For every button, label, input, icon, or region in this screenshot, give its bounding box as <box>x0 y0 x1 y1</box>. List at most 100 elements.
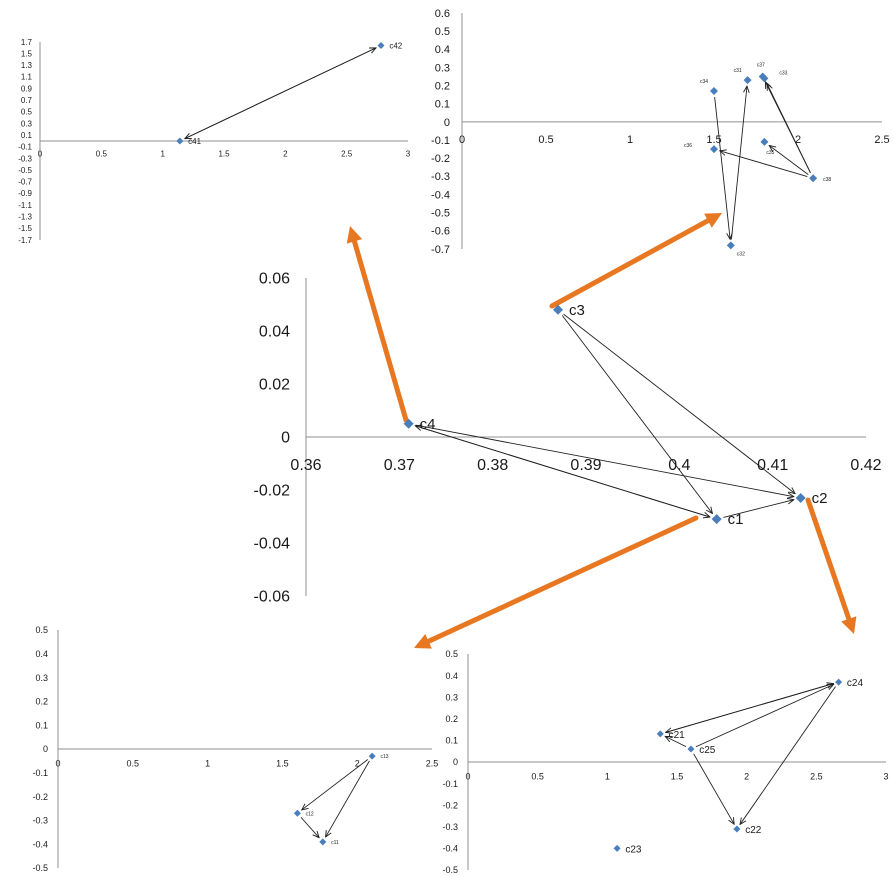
y-tick-label: -0.5 <box>442 865 458 875</box>
point-label-c34: c34 <box>700 79 708 85</box>
x-tick-label: 1 <box>160 149 165 158</box>
x-tick-label: 0.38 <box>477 457 508 474</box>
arrow-c24-to-c22 <box>740 686 836 825</box>
point-label-c37: c37 <box>757 63 765 69</box>
x-tick-label: 2 <box>744 771 749 781</box>
y-tick-label: 0.1 <box>445 736 458 746</box>
y-tick-label: 1.5 <box>21 49 33 58</box>
x-tick-label: 2 <box>795 134 801 146</box>
point-label-c2: c2 <box>812 490 828 507</box>
x-tick-label: 0 <box>465 771 470 781</box>
x-tick-label: 1.5 <box>671 771 684 781</box>
chart-main: 0.06 0.04 0.02 0 -0.02 -0.04 -0.06 0.36 0.37 0.38… <box>254 271 882 606</box>
point-c3 <box>553 304 563 315</box>
point-label-c23: c23 <box>625 844 642 855</box>
arrow-c25-to-c21 <box>665 736 687 748</box>
y-tick-label: -0.06 <box>254 589 291 606</box>
x-tick-label: 2.5 <box>341 149 353 158</box>
x-tick-label: 0 <box>459 134 465 146</box>
y-tick-label: 0.3 <box>445 692 458 702</box>
y-tick-label: 0.6 <box>435 8 450 20</box>
point-c36 <box>710 145 718 154</box>
x-tick-label: 3 <box>883 771 888 781</box>
point-label-c13: c13 <box>380 754 388 760</box>
point-label-c33: c33 <box>779 70 787 76</box>
y-tick-label: 0 <box>453 757 458 767</box>
arrow-c34-to-c32 <box>714 96 731 239</box>
arrow-c13-to-c11 <box>326 760 370 837</box>
point-c2 <box>795 492 806 503</box>
point-label-c35: c35 <box>766 150 774 156</box>
y-tick-label: 0.4 <box>435 44 450 56</box>
point-c23 <box>613 844 621 852</box>
y-tick-label: -0.4 <box>431 189 450 201</box>
arrow-c38-to-c36 <box>720 151 808 177</box>
point-label-c22: c22 <box>745 825 762 836</box>
y-tick-label: 0.5 <box>445 649 458 659</box>
connector-c2 <box>805 497 857 634</box>
y-tick-label: -0.02 <box>254 483 291 500</box>
arrow-c25-to-c24 <box>695 684 834 748</box>
arrow-c13-to-c12 <box>302 759 369 809</box>
point-c42 <box>377 41 385 49</box>
y-tick-label: -0.6 <box>431 226 450 238</box>
point-c21 <box>656 730 664 738</box>
y-tick-label: 0.2 <box>435 80 450 92</box>
y-tick-label: 0.3 <box>35 673 48 683</box>
x-tick-label: 1.5 <box>218 149 230 158</box>
point-c38 <box>809 174 818 183</box>
arrow-c25-to-c22 <box>693 753 734 824</box>
point-c1 <box>711 514 722 525</box>
y-tick-label: -0.1 <box>18 143 32 152</box>
y-tick-label: -0.04 <box>254 536 291 553</box>
arrow-c4-to-c2 <box>415 424 794 497</box>
y-tick-label: -0.7 <box>18 178 32 187</box>
point-c35 <box>760 137 769 146</box>
chart-c2-zoom: 0.5 0.4 0.3 0.2 0.1 0 -0.1 -0.2 -0.3 -0.4 -0.5 0 0.5… <box>442 649 888 875</box>
y-tick-label: 0.7 <box>21 96 33 105</box>
y-tick-label: 0.9 <box>21 84 33 93</box>
point-label-c1: c1 <box>728 511 744 528</box>
x-tick-label: 0.42 <box>850 457 881 474</box>
x-tick-label: 0 <box>38 149 43 158</box>
y-tick-label: 1.1 <box>21 73 33 82</box>
x-tick-label: 0.5 <box>538 134 553 146</box>
y-tick-label: 1.3 <box>21 61 33 70</box>
point-label-c38: c38 <box>823 177 831 183</box>
point-c31 <box>743 76 752 85</box>
y-tick-label: 0 <box>43 744 48 754</box>
arrow-c1-to-c2 <box>723 500 793 518</box>
y-tick-label: 0.2 <box>35 697 48 707</box>
arrow-c38-to-c35 <box>769 145 809 175</box>
point-c32 <box>726 241 735 250</box>
y-tick-label: -0.4 <box>442 844 458 854</box>
y-tick-label: 0.1 <box>21 131 33 140</box>
y-tick-label: 0 <box>444 117 450 129</box>
point-label-c21: c21 <box>669 730 686 741</box>
point-label-c31: c31 <box>734 68 742 74</box>
connector-c3 <box>549 213 722 309</box>
point-label-c36: c36 <box>684 143 692 149</box>
y-tick-label: -0.3 <box>442 822 458 832</box>
x-tick-label: 2.5 <box>874 134 889 146</box>
x-tick-label: 2 <box>355 758 360 768</box>
y-tick-label: -1.3 <box>18 213 32 222</box>
y-tick-label: -1.5 <box>18 224 32 233</box>
y-tick-label: 0.3 <box>435 62 450 74</box>
x-tick-label: 0.37 <box>384 457 415 474</box>
y-tick-label: -0.3 <box>431 171 450 183</box>
arrow-c3-to-c1 <box>561 315 712 513</box>
y-tick-label: 0 <box>281 430 290 447</box>
point-c41 <box>176 137 184 145</box>
y-tick-label: 0.3 <box>21 119 33 128</box>
y-tick-label: -0.5 <box>431 208 450 220</box>
point-c12 <box>293 809 301 817</box>
y-tick-label: -0.3 <box>18 154 32 163</box>
x-tick-label: 1 <box>205 758 210 768</box>
x-tick-label: 0.5 <box>531 771 544 781</box>
point-label-c4: c4 <box>420 416 436 433</box>
point-label-c24: c24 <box>847 678 864 689</box>
chart-c4-zoom: 1.7 1.5 1.3 1.1 0.9 0.7 0.5 0.3 0.1 -0.1 -0.3 -0.5 -… <box>18 38 411 245</box>
x-tick-label: 0.4 <box>668 457 690 474</box>
